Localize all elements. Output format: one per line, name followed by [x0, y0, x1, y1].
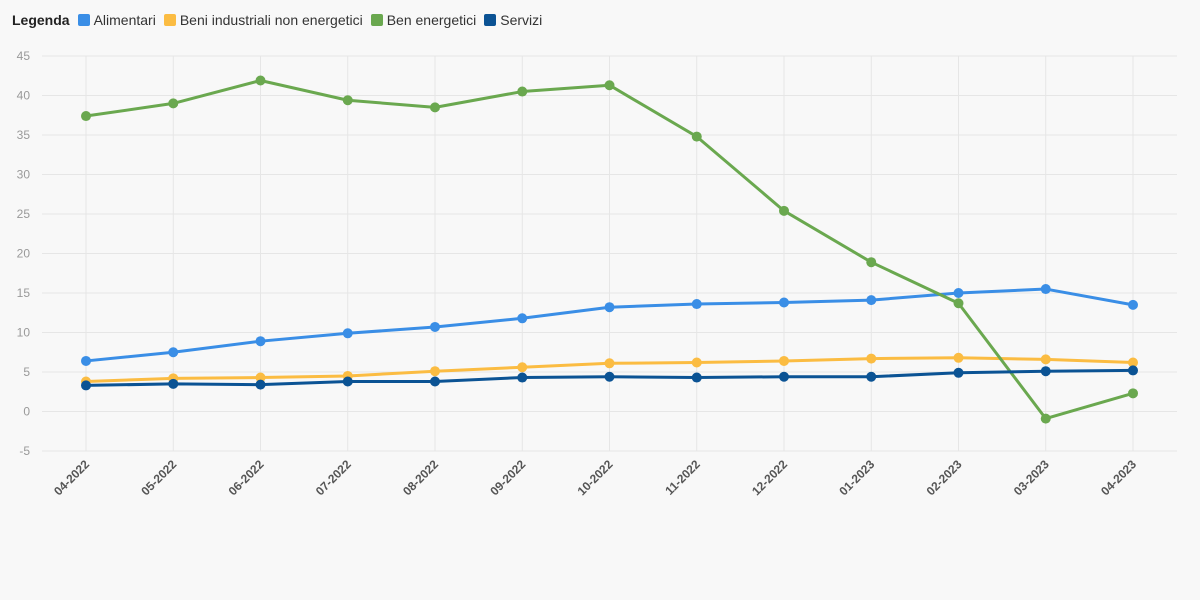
- data-point: [953, 288, 964, 298]
- x-tick-label: 11-2022: [662, 457, 703, 498]
- data-point: [1128, 299, 1138, 310]
- data-point: [517, 86, 528, 97]
- legend-entry[interactable]: Ben energetici: [370, 12, 477, 28]
- data-point: [779, 355, 789, 366]
- data-point: [691, 131, 702, 142]
- legend-entry[interactable]: Alimentari: [77, 12, 156, 28]
- x-tick-label: 10-2022: [575, 457, 616, 498]
- y-tick-label: 45: [17, 49, 31, 63]
- x-tick-label: 09-2022: [487, 457, 528, 498]
- data-point: [255, 75, 266, 86]
- data-point: [342, 328, 353, 339]
- data-point: [691, 372, 702, 383]
- legend-entry[interactable]: Beni industriali non energetici: [163, 12, 363, 28]
- legend-label: Ben energetici: [386, 12, 477, 28]
- x-tick-label: 02-2023: [924, 457, 965, 498]
- data-point: [866, 371, 877, 382]
- data-point: [953, 298, 964, 309]
- data-point: [81, 380, 91, 391]
- data-point: [953, 367, 964, 378]
- x-tick-label: 07-2022: [313, 457, 354, 498]
- data-point: [517, 372, 528, 383]
- legend-label: Beni industriali non energetici: [179, 12, 363, 28]
- data-point: [1040, 284, 1051, 295]
- data-point: [81, 111, 91, 122]
- data-point: [342, 376, 353, 387]
- data-point: [168, 98, 179, 109]
- data-point: [604, 358, 615, 369]
- data-point: [168, 378, 179, 389]
- legend-swatch: [484, 14, 497, 26]
- data-point: [255, 372, 266, 383]
- y-tick-label: 30: [17, 168, 31, 182]
- y-tick-label: 5: [23, 365, 30, 379]
- x-tick-label: 04-2022: [51, 457, 92, 498]
- x-tick-label: 08-2022: [400, 457, 441, 498]
- data-point: [866, 257, 877, 268]
- x-tick-label: 05-2022: [138, 457, 179, 498]
- legend-swatch: [77, 14, 90, 26]
- data-point: [953, 352, 964, 363]
- chart-legend: Legenda Alimentari Beni industriali non e…: [12, 12, 542, 28]
- data-point: [342, 95, 353, 106]
- data-point: [691, 357, 702, 368]
- data-point: [1040, 366, 1051, 377]
- x-tick-label: 06-2022: [226, 457, 267, 498]
- x-tick-label: 01-2023: [836, 457, 877, 498]
- data-point: [866, 353, 877, 364]
- data-point: [255, 336, 266, 347]
- y-tick-label: 0: [23, 405, 30, 419]
- data-point: [255, 379, 266, 390]
- data-point: [866, 295, 877, 306]
- y-tick-label: 20: [17, 247, 31, 261]
- data-point: [1128, 365, 1138, 376]
- legend-entry[interactable]: Servizi: [484, 12, 542, 28]
- data-point: [604, 80, 615, 91]
- data-point: [517, 313, 528, 324]
- data-point: [430, 321, 440, 332]
- legend-title: Legenda: [12, 12, 70, 28]
- data-point: [779, 371, 789, 382]
- y-tick-label: 10: [17, 326, 31, 340]
- y-tick-label: 35: [17, 128, 31, 142]
- data-point: [168, 347, 179, 358]
- data-point: [691, 299, 702, 310]
- data-point: [81, 355, 91, 366]
- data-point: [430, 376, 440, 387]
- legend-swatch: [163, 14, 176, 26]
- y-tick-label: 25: [17, 207, 31, 221]
- x-tick-label: 04-2023: [1098, 457, 1139, 498]
- data-point: [604, 371, 615, 382]
- legend-swatch: [370, 14, 383, 26]
- legend-label: Alimentari: [93, 12, 156, 28]
- data-point: [517, 362, 528, 373]
- y-tick-label: 40: [17, 89, 31, 103]
- x-tick-label: 03-2023: [1011, 457, 1052, 498]
- data-point: [604, 302, 615, 313]
- data-point: [430, 102, 440, 113]
- data-point: [1040, 413, 1051, 424]
- grid-layer: [42, 55, 1177, 452]
- data-point: [1040, 354, 1051, 365]
- data-point: [1128, 388, 1138, 399]
- data-point: [1128, 357, 1138, 368]
- legend-label: Servizi: [500, 12, 543, 28]
- y-tick-label: 15: [17, 286, 31, 300]
- data-point: [779, 205, 789, 216]
- series-layer: [81, 75, 1138, 424]
- y-tick-label: -5: [19, 444, 30, 458]
- data-point: [430, 366, 440, 377]
- data-point: [779, 297, 789, 308]
- axis-layer: -5 0 5 10 15 20 25 30 35 40 45 04-2022 05-2022 06-202…: [17, 49, 1140, 498]
- x-tick-label: 12-2022: [749, 457, 790, 498]
